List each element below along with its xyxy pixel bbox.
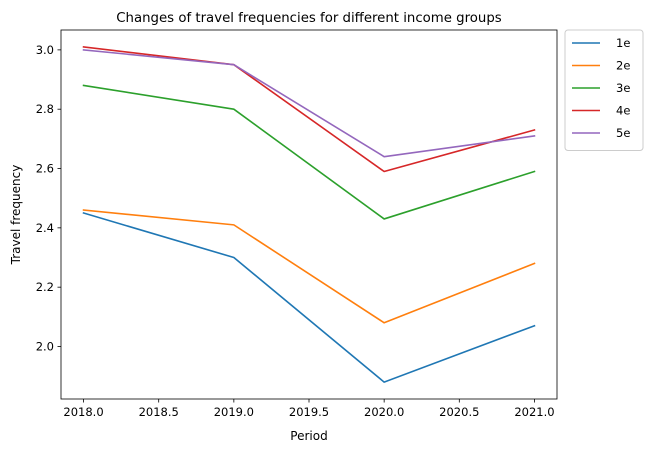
x-axis-label: Period: [290, 429, 327, 443]
y-axis-label: Travel frequency: [9, 165, 23, 266]
y-tick-label: 2.4: [36, 221, 54, 235]
x-tick-label: 2019.5: [289, 405, 329, 419]
x-tick-label: 2018.0: [63, 405, 103, 419]
y-tick-label: 3.0: [36, 43, 54, 57]
x-tick-label: 2020.5: [439, 405, 479, 419]
legend-label-1e: 1e: [616, 36, 630, 50]
series-line-2e: [82, 209, 536, 324]
x-tick-label: 2020.0: [364, 405, 404, 419]
plot-area: [82, 46, 536, 383]
y-tick-label: 2.6: [36, 162, 54, 176]
series-line-3e: [82, 84, 536, 220]
legend-label-2e: 2e: [616, 59, 630, 73]
legend-box: [564, 29, 644, 151]
series-line-5e: [82, 48, 536, 158]
chart-title: Changes of travel frequencies for differ…: [116, 11, 502, 26]
series-line-1e: [82, 212, 536, 383]
legend-label-3e: 3e: [616, 81, 630, 95]
x-axis: 2018.0 2018.5 2019.0 2019.5 2020.0 2020.5 2021…: [63, 399, 555, 419]
y-axis: 2.0 2.2 2.4 2.6 2.8 3.0: [36, 43, 61, 353]
y-tick-label: 2.0: [36, 339, 54, 353]
y-tick-label: 2.8: [36, 102, 54, 116]
y-tick-label: 2.2: [36, 280, 54, 294]
legend-label-5e: 5e: [616, 126, 630, 140]
x-tick-label: 2018.5: [139, 405, 179, 419]
legend: 1e 2e 3e 4e 5e: [564, 29, 644, 151]
x-tick-label: 2019.0: [214, 405, 254, 419]
series-line-4e: [82, 46, 536, 173]
legend-label-4e: 4e: [616, 104, 630, 118]
x-tick-label: 2021.0: [514, 405, 554, 419]
